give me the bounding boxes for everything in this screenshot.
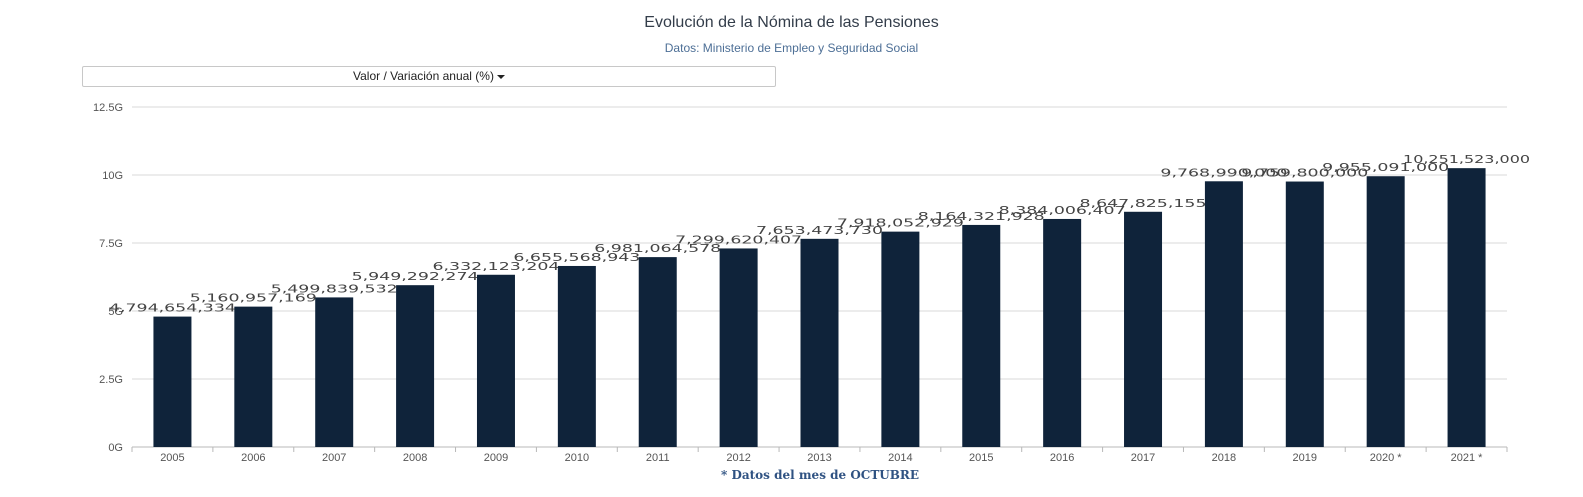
chart-subtitle: Datos: Ministerio de Empleo y Seguridad … [664, 41, 919, 55]
data-label: 5,499,839,532 [271, 282, 398, 295]
bar [719, 248, 758, 447]
x-tick-label: 2007 [322, 452, 346, 464]
x-tick-label: 2011 [646, 452, 670, 464]
metric-selector-label: Valor / Variación anual (%) [353, 69, 494, 83]
data-label: 7,653,473,730 [756, 224, 883, 237]
x-tick-label: 2021 * [1451, 452, 1484, 464]
bar [1043, 218, 1082, 447]
chart-footnote: * Datos del mes de OCTUBRE [720, 468, 919, 482]
bar [1285, 181, 1324, 447]
bar [1204, 181, 1243, 447]
data-label: 9,955,091,000 [1322, 161, 1449, 174]
x-tick-label: 2017 [1131, 452, 1155, 464]
bar [962, 224, 1001, 447]
y-tick-label: 0G [108, 442, 123, 454]
data-label: 8,164,321,928 [918, 210, 1045, 223]
bar [315, 297, 354, 447]
x-tick-label: 2016 [1050, 452, 1074, 464]
bar [800, 238, 839, 447]
x-tick-label: 2020 * [1370, 452, 1403, 464]
data-label: 9,768,990,000 [1160, 166, 1287, 179]
x-tick-label: 2018 [1212, 452, 1236, 464]
data-label: 6,655,568,943 [513, 251, 640, 264]
data-label: 10,251,523,000 [1403, 153, 1530, 166]
chart-title: Evolución de la Nómina de las Pensiones [644, 14, 939, 31]
bar [1124, 211, 1163, 447]
bar [557, 265, 596, 447]
x-tick-label: 2012 [726, 452, 750, 464]
data-label: 7,918,052,929 [837, 217, 964, 230]
data-label: 8,647,825,155 [1080, 197, 1207, 210]
y-tick-label: 12.5G [93, 102, 123, 114]
y-tick-label: 2.5G [99, 374, 123, 386]
data-label: 9,759,800,000 [1241, 167, 1368, 180]
metric-selector-dropdown[interactable]: Valor / Variación anual (%) [82, 66, 776, 87]
bar [638, 257, 677, 447]
data-label: 5,160,957,169 [190, 292, 317, 305]
x-tick-label: 2005 [160, 452, 184, 464]
x-tick-label: 2008 [403, 452, 427, 464]
y-tick-label: 5G [108, 306, 123, 318]
data-label: 6,981,064,578 [594, 242, 721, 255]
bar [153, 316, 192, 447]
bar [881, 231, 920, 447]
bar [1447, 168, 1486, 447]
data-label: 5,949,292,274 [352, 270, 479, 283]
data-label: 4,794,654,334 [109, 302, 236, 315]
data-label: 6,332,123,204 [432, 260, 559, 273]
data-label: 7,299,620,407 [675, 233, 802, 246]
x-tick-label: 2019 [1293, 452, 1317, 464]
caret-down-icon [496, 74, 505, 79]
x-tick-label: 2010 [565, 452, 589, 464]
bar [476, 274, 515, 447]
bar [1366, 176, 1405, 447]
x-tick-label: 2013 [807, 452, 831, 464]
data-label: 8,384,006,407 [999, 204, 1126, 217]
x-tick-label: 2014 [888, 452, 912, 464]
y-tick-label: 7.5G [99, 238, 123, 250]
bar [396, 285, 435, 447]
bar [234, 306, 273, 447]
y-tick-label: 10G [102, 170, 123, 182]
x-tick-label: 2009 [484, 452, 508, 464]
x-tick-label: 2015 [969, 452, 993, 464]
x-tick-label: 2006 [241, 452, 265, 464]
